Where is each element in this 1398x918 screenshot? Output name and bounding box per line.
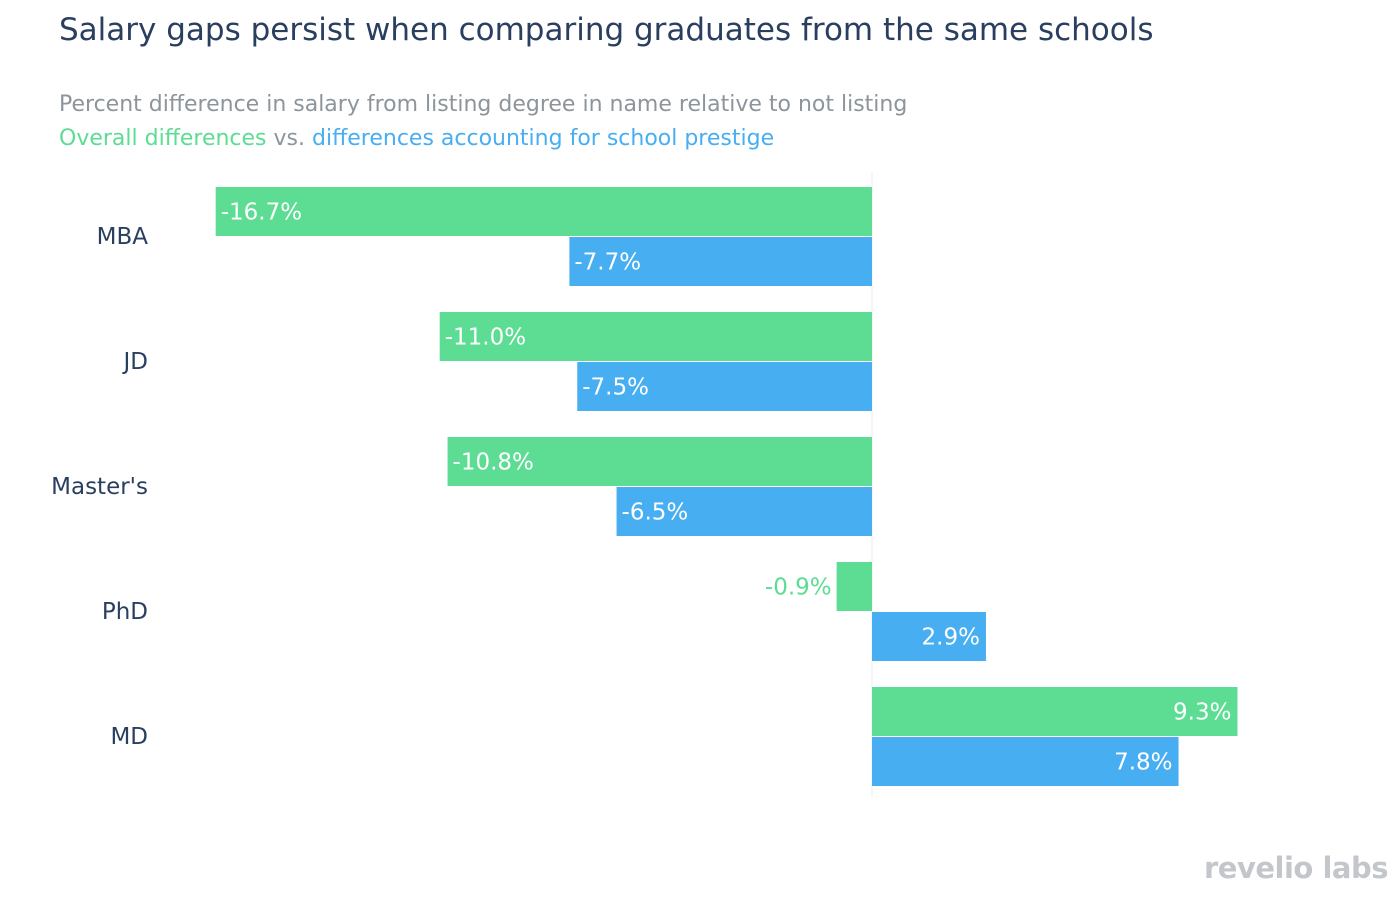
bar-overall [836,562,872,611]
legend-series2-label: differences accounting for school presti… [312,126,775,151]
data-label: -6.5% [622,500,689,526]
data-label: -16.7% [221,200,302,226]
bar-prestige [872,612,986,661]
category-label: Master's [51,474,148,500]
bar-overall [439,312,872,361]
category-label: MBA [97,224,149,250]
data-label: -7.5% [582,375,649,401]
data-label: -11.0% [445,325,526,351]
legend-series1-label: Overall differences [59,126,267,151]
category-label: PhD [102,599,148,625]
bar-overall [872,687,1238,736]
data-label: -10.8% [453,450,534,476]
chart-title: Salary gaps persist when comparing gradu… [59,12,1154,48]
bar-prestige [577,362,872,411]
data-label: -0.9% [765,575,832,601]
category-label: JD [122,349,149,375]
revelio-labs-logo: revelio labs [1204,851,1388,885]
bar-prestige [569,237,872,286]
bar-overall [447,437,872,486]
data-label: 9.3% [1173,700,1231,726]
legend-separator: vs. [273,126,306,151]
data-label: -7.7% [574,250,641,276]
chart-subtitle: Percent difference in salary from listin… [59,92,908,117]
data-label: 2.9% [922,625,980,651]
legend-subtitle: Overall differences vs. differences acco… [59,126,774,151]
bar-overall [215,187,872,236]
category-label: MD [110,724,148,750]
data-label: 7.8% [1114,750,1172,776]
bar-prestige [616,487,872,536]
bar-prestige [872,737,1179,786]
